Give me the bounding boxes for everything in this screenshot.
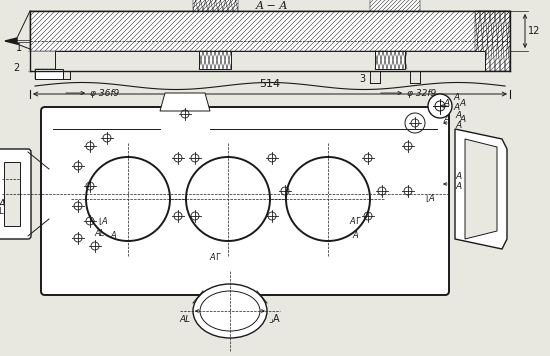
Bar xyxy=(375,51,405,69)
Bar xyxy=(55,51,485,71)
Text: A: A xyxy=(456,182,462,191)
Bar xyxy=(4,162,20,226)
Text: 12: 12 xyxy=(528,26,540,36)
Text: A: A xyxy=(460,99,466,108)
Text: φ 36f9: φ 36f9 xyxy=(90,89,119,98)
Circle shape xyxy=(186,157,270,241)
Text: A: A xyxy=(0,199,6,209)
Text: A: A xyxy=(110,231,116,241)
Text: $\lfloor$A: $\lfloor$A xyxy=(425,192,435,204)
FancyBboxPatch shape xyxy=(41,107,449,295)
Text: A: A xyxy=(352,231,358,241)
Bar xyxy=(475,11,510,71)
Polygon shape xyxy=(455,129,507,249)
Text: A: A xyxy=(444,99,450,108)
Circle shape xyxy=(428,94,452,118)
Polygon shape xyxy=(5,38,17,44)
Bar xyxy=(30,11,510,51)
Bar xyxy=(35,69,63,79)
Text: A: A xyxy=(454,103,460,112)
Text: φ 32f9: φ 32f9 xyxy=(407,89,436,98)
Text: $\lfloor$A: $\lfloor$A xyxy=(98,215,108,227)
Bar xyxy=(370,0,420,11)
Text: A: A xyxy=(444,115,450,124)
Text: A − A: A − A xyxy=(256,1,288,11)
Polygon shape xyxy=(160,93,210,111)
Text: A: A xyxy=(460,115,466,124)
Bar xyxy=(35,69,63,79)
Text: A: A xyxy=(456,121,462,130)
Polygon shape xyxy=(465,139,497,239)
FancyBboxPatch shape xyxy=(0,149,31,239)
Ellipse shape xyxy=(193,284,267,338)
Text: 1: 1 xyxy=(16,43,22,53)
Text: 514: 514 xyxy=(260,79,280,89)
Text: AL: AL xyxy=(179,314,190,324)
Text: A$\Gamma$: A$\Gamma$ xyxy=(349,215,361,226)
Text: A: A xyxy=(454,93,460,102)
Text: L: L xyxy=(0,206,2,215)
Text: A: A xyxy=(456,111,462,120)
Text: 3: 3 xyxy=(359,74,365,84)
Ellipse shape xyxy=(200,291,260,331)
Bar xyxy=(199,51,231,69)
Text: $\lrcorner$A: $\lrcorner$A xyxy=(268,313,282,325)
Text: A: A xyxy=(456,172,462,181)
Text: 2: 2 xyxy=(14,63,20,73)
Circle shape xyxy=(286,157,370,241)
Circle shape xyxy=(405,113,425,133)
Bar xyxy=(193,0,238,11)
Text: A$\Gamma$: A$\Gamma$ xyxy=(208,251,222,262)
Text: AL: AL xyxy=(95,230,105,239)
Circle shape xyxy=(86,157,170,241)
